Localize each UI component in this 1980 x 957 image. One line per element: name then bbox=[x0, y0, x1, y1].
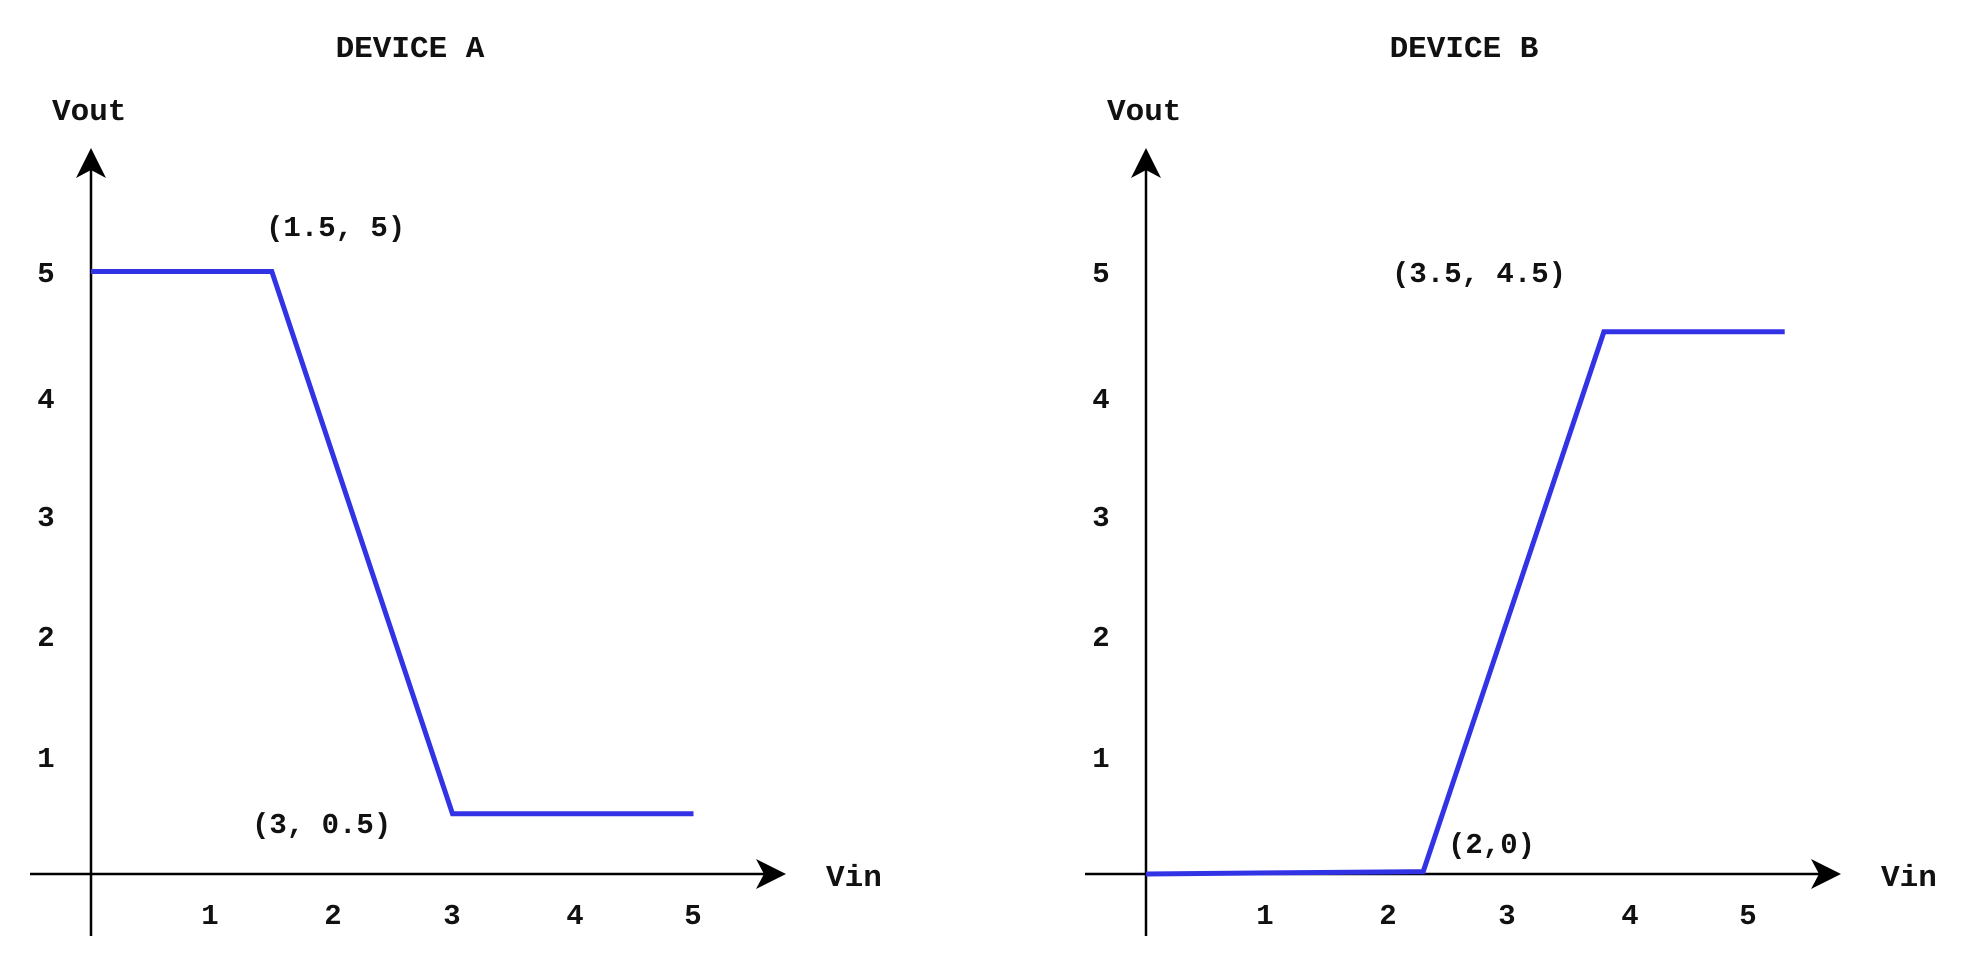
device-b-y-tick: 2 bbox=[1092, 622, 1109, 655]
device-a-x-tick: 1 bbox=[201, 900, 218, 933]
device-b-x-axis-label: Vin bbox=[1881, 861, 1937, 896]
device-a-x-tick: 2 bbox=[324, 900, 341, 933]
device-b-annotation-knee-low: (2,0) bbox=[1448, 829, 1535, 862]
device-b-y-tick: 1 bbox=[1092, 743, 1109, 776]
device-a-y-tick: 3 bbox=[37, 502, 54, 535]
device-b-x-tick: 2 bbox=[1379, 900, 1396, 933]
device-a-y-tick: 4 bbox=[37, 384, 54, 417]
device-b-y-tick: 4 bbox=[1092, 384, 1109, 417]
device-a-x-tick: 4 bbox=[566, 900, 583, 933]
device-a-chart: DEVICE A Vout Vin 1 2 3 4 5 1 2 3 4 5 (1… bbox=[30, 32, 882, 936]
device-b-y-axis-label: Vout bbox=[1107, 95, 1181, 130]
device-a-annotation-knee-high: (1.5, 5) bbox=[266, 212, 405, 245]
device-a-y-tick: 2 bbox=[37, 622, 54, 655]
device-b-x-tick: 3 bbox=[1498, 900, 1515, 933]
device-b-y-tick: 3 bbox=[1092, 502, 1109, 535]
device-b-x-tick: 1 bbox=[1256, 900, 1273, 933]
device-a-x-tick: 5 bbox=[684, 900, 701, 933]
device-a-x-tick: 3 bbox=[443, 900, 460, 933]
device-b-series-line bbox=[1145, 329, 1785, 877]
device-b-chart: DEVICE B Vout Vin 1 2 3 4 5 1 2 3 4 5 (3… bbox=[1085, 32, 1937, 936]
device-b-x-tick: 5 bbox=[1739, 900, 1756, 933]
device-a-series-line bbox=[91, 269, 694, 817]
device-a-y-tick: 1 bbox=[37, 743, 54, 776]
device-b-title: DEVICE B bbox=[1390, 32, 1539, 67]
device-b-y-tick: 5 bbox=[1092, 258, 1109, 291]
device-a-annotation-knee-low: (3, 0.5) bbox=[252, 809, 391, 842]
device-b-annotation-knee-high: (3.5, 4.5) bbox=[1392, 258, 1566, 291]
device-a-title: DEVICE A bbox=[336, 32, 485, 67]
device-a-y-axis-label: Vout bbox=[52, 95, 126, 130]
device-a-x-axis-label: Vin bbox=[826, 861, 882, 896]
device-a-y-tick: 5 bbox=[37, 258, 54, 291]
device-b-x-tick: 4 bbox=[1621, 900, 1638, 933]
